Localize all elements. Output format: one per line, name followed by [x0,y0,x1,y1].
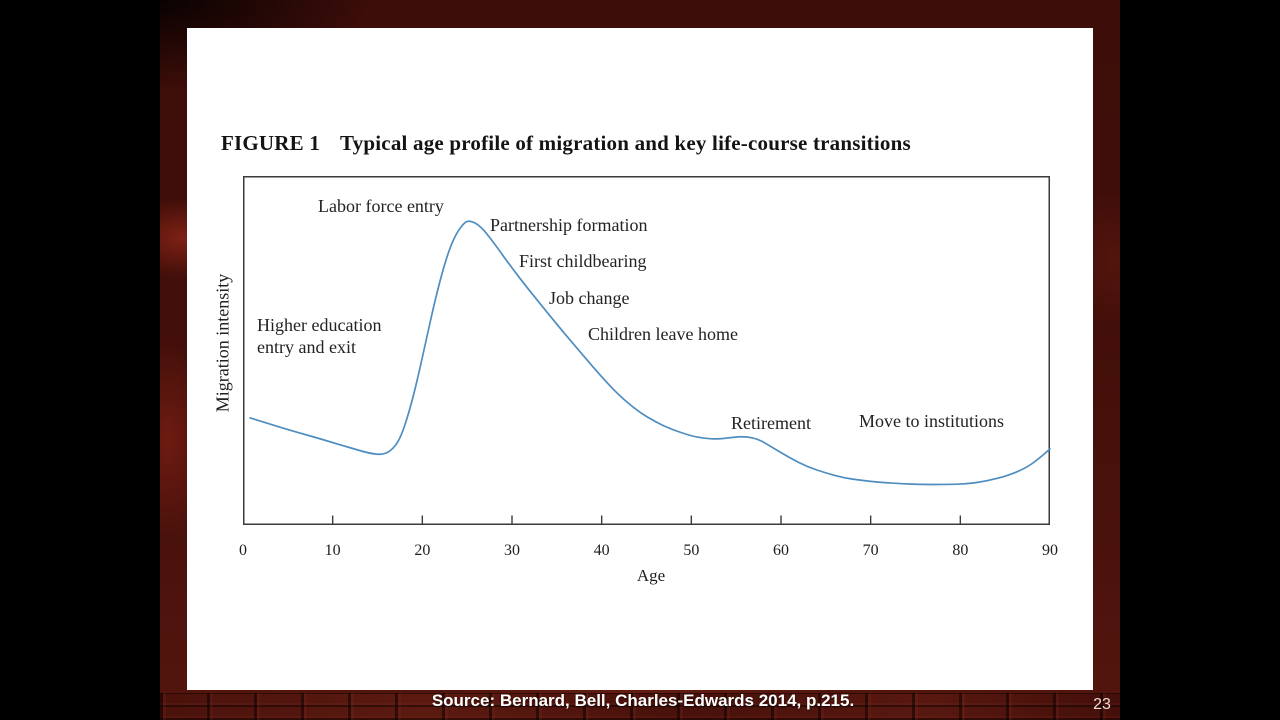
chart-annotation: Children leave home [588,324,738,344]
figure-label: FIGURE 1 [221,131,321,155]
chart-plot-area: Labor force entry Partnership formation Fi… [243,176,1051,525]
migration-curve-svg [243,176,1051,525]
source-citation: Source: Bernard, Bell, Charles-Edwards 2… [431,691,855,710]
chart-annotation: Move to institutions [859,411,1005,431]
plot-border [243,176,1050,525]
x-tick-label: 90 [1042,542,1058,559]
x-tick-label: 50 [683,542,700,559]
chart-annotation: Partnership formation [490,215,648,235]
migration-intensity-curve [249,220,1051,486]
x-tick-label: 70 [862,542,879,559]
y-axis-label: Migration intensity [212,273,233,413]
x-tick-label: 20 [414,542,431,559]
x-tick-label: 10 [324,542,341,559]
chart-annotation: Retirement [731,413,811,433]
chart-annotation: Labor force entry [318,196,444,216]
chart-annotation: First childbearing [519,251,647,271]
figure-title: FIGURE 1 Typical age profile of migration… [221,131,911,156]
x-tick-label: 80 [952,542,969,559]
chart-annotation: Higher education entry and exit [257,315,382,357]
slide: FIGURE 1 Typical age profile of migration… [187,28,1093,690]
backdrop-brick-texture [160,693,1120,720]
figure-title-text: Typical age profile of migration and key… [340,131,911,155]
x-tick-label: 30 [504,542,520,559]
page-number: 23 [1093,696,1111,713]
x-tick-label: 0 [239,542,247,559]
x-tick-label: 60 [773,542,789,559]
x-tick-label: 40 [593,542,610,559]
x-axis-label: Age [636,566,666,585]
chart-annotation: Job change [549,288,630,308]
